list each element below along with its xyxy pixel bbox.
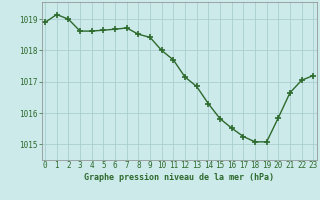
X-axis label: Graphe pression niveau de la mer (hPa): Graphe pression niveau de la mer (hPa)	[84, 173, 274, 182]
